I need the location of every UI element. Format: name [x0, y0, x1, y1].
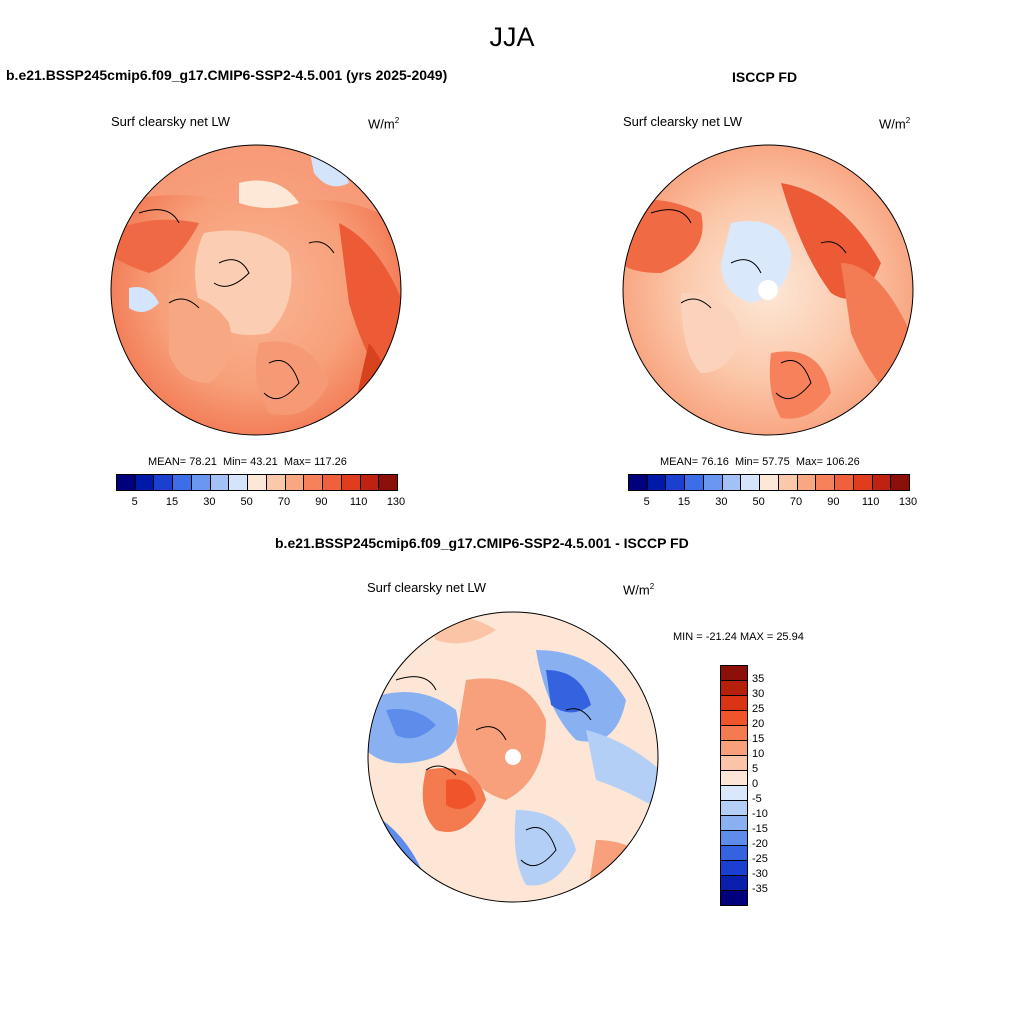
colorbar-swatch: [266, 475, 286, 490]
colorbar-swatch: [229, 475, 249, 490]
colorbar-tick-label: 50: [752, 496, 765, 508]
colorbar-swatch: [135, 475, 155, 490]
colorbar-tick-label: 30: [752, 688, 765, 700]
colorbar-tick-label: 35: [752, 673, 765, 685]
colorbar-swatch: [741, 475, 761, 490]
model-colorbar: [116, 474, 398, 491]
colorbar-tick-label: -35: [752, 883, 768, 895]
model-variable-label: Surf clearsky net LW: [111, 114, 230, 129]
colorbar-swatch: [891, 475, 910, 490]
colorbar-swatch: [721, 711, 747, 726]
colorbar-tick-label: -10: [752, 808, 768, 820]
colorbar-swatch: [721, 696, 747, 711]
colorbar-tick-label: 50: [240, 496, 253, 508]
colorbar-swatch: [721, 861, 747, 876]
colorbar-tick-label: 25: [752, 703, 765, 715]
diff-polar-map: [367, 611, 659, 903]
obs-units-label: W/m2: [879, 116, 911, 132]
colorbar-tick-label: 30: [203, 496, 216, 508]
season-title: JJA: [489, 22, 535, 52]
colorbar-tick-label: 10: [752, 748, 765, 760]
colorbar-swatch: [721, 816, 747, 831]
colorbar-tick-label: 70: [789, 496, 803, 508]
colorbar-swatch: [853, 475, 873, 490]
colorbar-tick-label: -25: [752, 853, 768, 865]
diff-colorbar: [720, 665, 748, 906]
colorbar-tick-label: -20: [752, 838, 768, 850]
obs-polar-map: [622, 144, 914, 436]
colorbar-tick-label: 5: [752, 763, 759, 775]
colorbar-tick-label: 15: [165, 496, 179, 508]
colorbar-tick-label: 130: [386, 496, 406, 508]
colorbar-swatch: [778, 475, 798, 490]
colorbar-tick-label: 0: [752, 778, 759, 790]
colorbar-tick-label: 15: [752, 733, 765, 745]
colorbar-tick-label: 20: [752, 718, 765, 730]
colorbar-swatch: [379, 475, 398, 490]
colorbar-tick-label: 15: [677, 496, 691, 508]
colorbar-swatch: [629, 475, 648, 490]
colorbar-tick-label: 70: [277, 496, 291, 508]
colorbar-swatch: [703, 475, 723, 490]
colorbar-swatch: [721, 831, 747, 846]
model-stats: MEAN= 78.21 Min= 43.21 Max= 117.26: [148, 456, 347, 468]
colorbar-swatch: [721, 846, 747, 861]
colorbar-swatch: [721, 771, 747, 786]
obs-stats: MEAN= 76.16 Min= 57.75 Max= 106.26: [660, 456, 860, 468]
colorbar-swatch: [760, 475, 779, 490]
colorbar-swatch: [721, 891, 747, 905]
colorbar-tick-label: 110: [861, 496, 880, 508]
colorbar-tick-label: 90: [827, 496, 840, 508]
colorbar-swatch: [721, 756, 747, 771]
colorbar-tick-label: 5: [643, 496, 650, 508]
colorbar-swatch: [191, 475, 211, 490]
colorbar-tick-label: -15: [752, 823, 768, 835]
colorbar-swatch: [872, 475, 892, 490]
model-colorbar-ticks: 5 15 30 50 70 90 110 130: [116, 496, 406, 510]
obs-panel-title: ISCCP FD: [732, 69, 798, 85]
colorbar-swatch: [721, 801, 747, 816]
colorbar-swatch: [173, 475, 192, 490]
colorbar-tick-label: 130: [898, 496, 918, 508]
colorbar-swatch: [248, 475, 267, 490]
colorbar-tick-label: 90: [315, 496, 328, 508]
colorbar-swatch: [721, 726, 747, 741]
colorbar-swatch: [721, 681, 747, 696]
colorbar-swatch: [285, 475, 305, 490]
colorbar-tick-label: 110: [349, 496, 368, 508]
model-panel-title: b.e21.BSSP245cmip6.f09_g17.CMIP6-SSP2-4.…: [6, 67, 448, 83]
obs-colorbar: [628, 474, 910, 491]
model-polar-map: [110, 144, 402, 436]
diff-variable-label: Surf clearsky net LW: [367, 580, 486, 595]
colorbar-swatch: [647, 475, 667, 490]
colorbar-swatch: [685, 475, 704, 490]
colorbar-swatch: [154, 475, 174, 490]
colorbar-swatch: [797, 475, 817, 490]
colorbar-swatch: [210, 475, 230, 490]
colorbar-tick-label: 5: [131, 496, 138, 508]
obs-variable-label: Surf clearsky net LW: [623, 114, 742, 129]
colorbar-swatch: [722, 475, 742, 490]
colorbar-tick-label: -30: [752, 868, 768, 880]
colorbar-swatch: [816, 475, 836, 490]
obs-colorbar-ticks: 5 15 30 50 70 90 110 130: [628, 496, 918, 510]
colorbar-swatch: [666, 475, 686, 490]
colorbar-swatch: [721, 876, 747, 891]
diff-units-label: W/m2: [623, 582, 655, 598]
colorbar-swatch: [304, 475, 324, 490]
diff-minmax: MIN = -21.24 MAX = 25.94: [673, 631, 804, 643]
colorbar-swatch: [341, 475, 361, 490]
colorbar-swatch: [360, 475, 380, 490]
colorbar-swatch: [721, 741, 747, 756]
colorbar-tick-label: 30: [715, 496, 728, 508]
colorbar-swatch: [323, 475, 342, 490]
colorbar-swatch: [117, 475, 136, 490]
colorbar-tick-label: -5: [752, 793, 762, 805]
model-units-label: W/m2: [368, 116, 400, 132]
diff-panel-title: b.e21.BSSP245cmip6.f09_g17.CMIP6-SSP2-4.…: [275, 535, 689, 551]
colorbar-swatch: [721, 786, 747, 801]
colorbar-swatch: [835, 475, 854, 490]
colorbar-swatch: [721, 666, 747, 681]
